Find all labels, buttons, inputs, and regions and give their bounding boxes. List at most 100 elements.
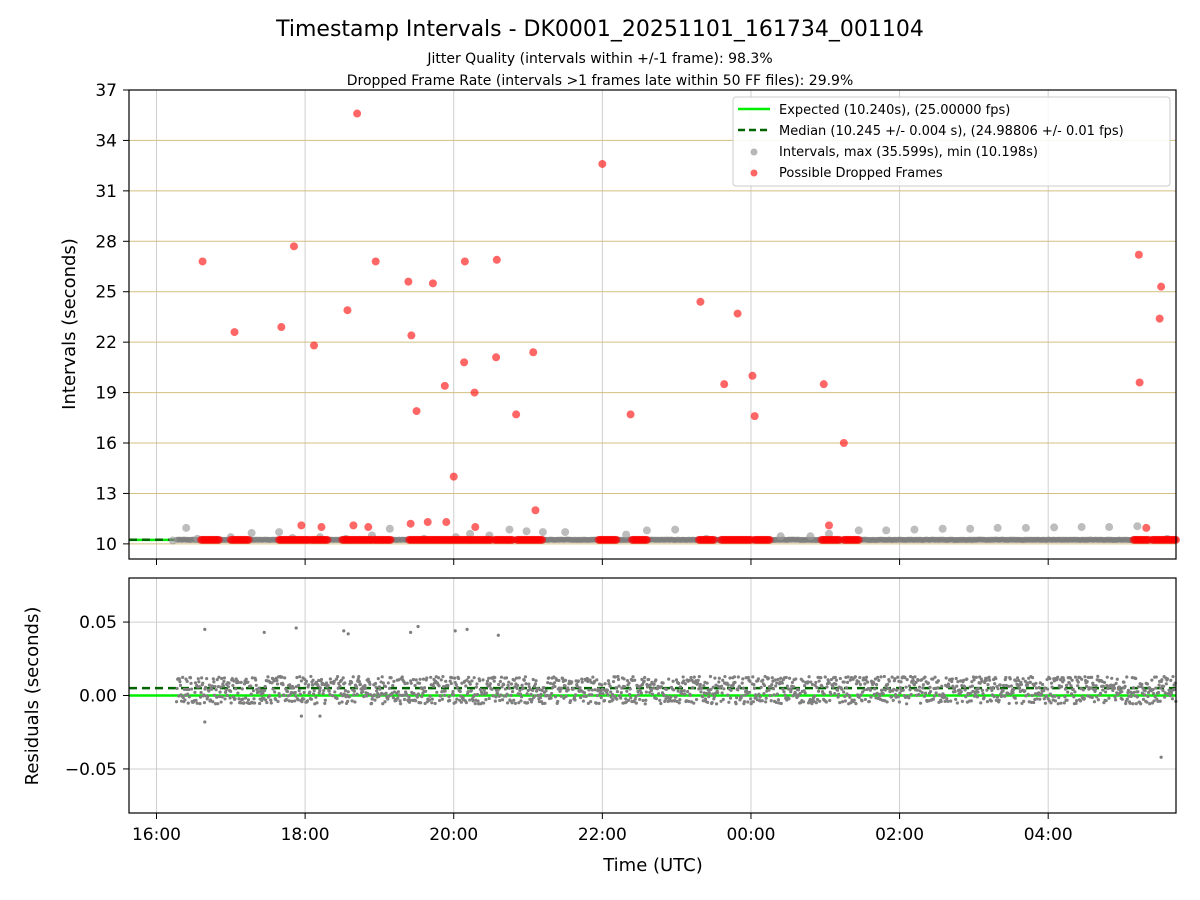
residual-point xyxy=(707,691,711,695)
residual-point xyxy=(776,677,780,682)
residual-point xyxy=(1034,681,1038,685)
residual-point xyxy=(308,690,312,694)
dropped-frame-point xyxy=(406,519,415,528)
interval-point xyxy=(275,528,284,537)
residual-point xyxy=(692,675,696,679)
residual-point xyxy=(346,690,350,694)
residual-point xyxy=(1004,675,1008,680)
residual-point xyxy=(1015,676,1020,680)
residual-point xyxy=(505,701,510,705)
residual-point xyxy=(845,680,850,684)
residual-point xyxy=(454,700,458,704)
residual-point xyxy=(233,697,237,701)
residual-point xyxy=(376,692,380,696)
residual-point xyxy=(275,678,279,683)
dropped-frame-point xyxy=(230,328,239,337)
residual-point xyxy=(897,700,901,704)
residual-point xyxy=(196,677,200,681)
dropped-frame-point xyxy=(353,109,362,118)
residual-point xyxy=(840,687,844,691)
residual-point xyxy=(357,680,361,684)
residual-point xyxy=(357,674,361,679)
x-tick-label: 02:00 xyxy=(875,825,924,845)
residual-point xyxy=(207,689,211,693)
residual-point xyxy=(318,689,322,693)
dropped-frame-point xyxy=(277,323,286,332)
residual-point xyxy=(896,675,900,679)
residual-point xyxy=(853,675,857,679)
residual-point xyxy=(1110,676,1114,680)
residual-point xyxy=(347,695,351,699)
residual-point xyxy=(318,686,322,690)
legend-dropped-swatch xyxy=(750,169,758,177)
residual-point xyxy=(1120,690,1124,694)
residual-point xyxy=(578,686,582,690)
residual-point xyxy=(981,691,985,696)
residual-point xyxy=(862,688,866,692)
residual-point xyxy=(425,676,429,680)
residual-point xyxy=(372,693,377,697)
residual-point xyxy=(831,685,835,689)
residual-point xyxy=(617,684,621,688)
residual-point xyxy=(721,678,725,682)
residual-point xyxy=(336,686,340,690)
residual-point xyxy=(513,685,517,689)
interval-point xyxy=(806,532,815,541)
intervals-y-tick-label: 31 xyxy=(95,182,117,202)
residual-point xyxy=(202,701,207,705)
residual-point xyxy=(1125,697,1129,701)
residual-point xyxy=(304,679,309,683)
residual-point xyxy=(815,685,819,690)
residual-point xyxy=(1038,681,1042,685)
residual-point xyxy=(530,697,534,702)
residual-point xyxy=(210,687,214,691)
residual-point xyxy=(1101,688,1105,692)
residual-point xyxy=(1139,702,1143,706)
residual-point xyxy=(864,675,869,679)
residual-point xyxy=(200,676,204,680)
residual-point xyxy=(1170,697,1175,701)
residual-point xyxy=(1019,682,1024,687)
residual-point xyxy=(461,695,465,699)
residual-point xyxy=(526,701,530,705)
residual-point xyxy=(398,702,403,706)
residual-point xyxy=(932,694,937,698)
residual-point xyxy=(512,698,516,702)
residual-point xyxy=(783,693,787,697)
residual-point xyxy=(187,695,191,699)
residual-point xyxy=(225,693,229,698)
residual-point xyxy=(513,701,518,705)
residual-point xyxy=(1063,687,1068,691)
residuals-y-axis-label: Residuals (seconds) xyxy=(22,607,43,786)
residual-point xyxy=(734,702,738,706)
residual-point xyxy=(1169,678,1173,682)
residual-point xyxy=(493,699,497,703)
residual-point xyxy=(1076,680,1080,684)
residual-point xyxy=(1114,681,1118,685)
residual-point xyxy=(439,694,443,698)
residual-point xyxy=(671,679,675,683)
interval-point xyxy=(854,526,863,535)
residual-point xyxy=(852,698,856,702)
residual-point xyxy=(572,695,577,699)
residual-point xyxy=(1151,691,1156,696)
residual-point xyxy=(525,692,529,696)
residual-point xyxy=(867,699,871,704)
residual-point xyxy=(789,690,793,694)
residual-point xyxy=(956,679,960,684)
residual-point xyxy=(1078,699,1083,703)
residual-point xyxy=(576,679,580,683)
residual-point xyxy=(615,690,619,694)
residual-point xyxy=(752,686,757,690)
residual-point xyxy=(208,698,213,702)
residual-point xyxy=(236,680,241,685)
residual-point xyxy=(175,686,179,691)
residual-point xyxy=(976,686,981,691)
residual-point xyxy=(288,683,292,687)
dropped-frame-cluster-point xyxy=(323,535,332,544)
residual-point xyxy=(729,688,733,692)
residual-point xyxy=(892,687,896,691)
residual-point xyxy=(405,693,409,697)
residual-point xyxy=(984,678,988,682)
residual-point xyxy=(858,675,862,680)
